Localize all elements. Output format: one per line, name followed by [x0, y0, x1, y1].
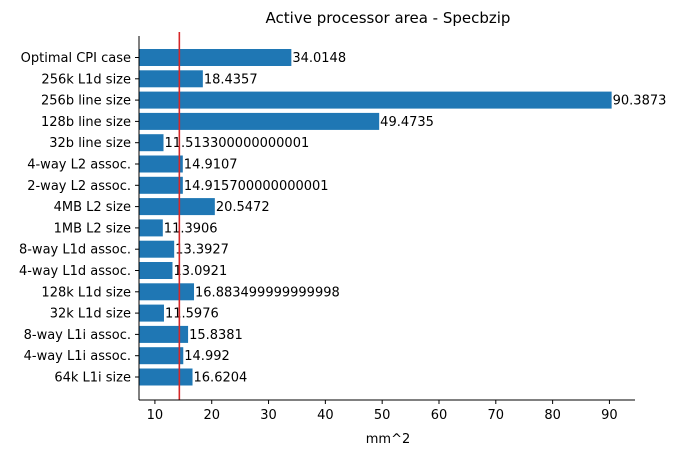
bar: [139, 91, 612, 109]
bar-value-label: 13.3927: [175, 243, 229, 258]
bar: [139, 49, 292, 66]
x-tick-label: 60: [431, 408, 448, 423]
bar: [139, 368, 193, 386]
bar: [139, 219, 163, 237]
axes-group: [138, 36, 635, 401]
bar: [139, 283, 195, 301]
bars-group: [139, 49, 612, 386]
bar: [139, 155, 183, 173]
x-tick-label: 70: [488, 408, 505, 423]
x-tick-label: 30: [260, 408, 277, 423]
y-tick-label: 8-way L1i assoc.: [24, 328, 131, 343]
bar: [139, 347, 184, 365]
y-tick-label: 4-way L2 assoc.: [27, 158, 131, 173]
bar-value-label: 18.4357: [204, 72, 258, 87]
x-tick-label: 40: [317, 408, 334, 423]
y-tick-label: 4-way L1d assoc.: [19, 264, 131, 279]
bar: [139, 198, 215, 216]
bar-value-label: 20.5472: [216, 200, 270, 215]
bar-value-label: 16.883499999999998: [195, 285, 340, 300]
y-tick-label: Optimal CPI case: [21, 51, 131, 66]
x-tick-label: 80: [544, 408, 561, 423]
y-tick-label: 4-way L1i assoc.: [24, 349, 131, 364]
bar-value-label: 15.8381: [189, 328, 243, 343]
value-labels-group: 34.0148 18.4357 90.3873 49.4735 11.513300000…: [164, 51, 667, 386]
bar-value-label: 90.3873: [613, 94, 667, 109]
y-tick-label: 1MB L2 size: [54, 221, 131, 236]
bar-value-label: 11.513300000000001: [165, 136, 310, 151]
y-ticks-group: Optimal CPI case 256k L1d size 256b line s…: [19, 51, 139, 386]
y-tick-label: 4MB L2 size: [54, 200, 131, 215]
bar-value-label: 11.3906: [164, 221, 218, 236]
y-tick-label: 32k L1d size: [50, 307, 131, 322]
bar-value-label: 34.0148: [292, 51, 346, 66]
bar-value-label: 14.9107: [184, 158, 238, 173]
x-tick-label: 90: [601, 408, 618, 423]
bar: [139, 134, 164, 152]
bar: [139, 325, 189, 343]
x-ticks-group: 10 20 30 40 50 60 70 80 90: [147, 400, 618, 423]
bar: [139, 70, 203, 88]
y-tick-label: 8-way L1d assoc.: [19, 243, 131, 258]
x-tick-label: 10: [147, 408, 164, 423]
y-tick-label: 128k L1d size: [41, 285, 131, 300]
y-tick-label: 64k L1i size: [54, 371, 131, 386]
bar: [139, 262, 173, 279]
y-tick-label: 256b line size: [41, 94, 131, 109]
bar-value-label: 14.915700000000001: [184, 179, 329, 194]
bar-value-label: 13.0921: [173, 264, 227, 279]
bar: [139, 176, 183, 194]
bar-value-label: 14.992: [184, 349, 230, 364]
bar: [139, 240, 175, 258]
x-axis-label: mm^2: [366, 432, 411, 447]
y-tick-label: 256k L1d size: [41, 72, 131, 87]
y-tick-label: 32b line size: [49, 136, 131, 151]
x-tick-label: 20: [203, 408, 220, 423]
y-tick-label: 128b line size: [41, 115, 131, 130]
y-tick-label: 2-way L2 assoc.: [27, 179, 131, 194]
chart-title: Active processor area - Specbzip: [266, 9, 511, 27]
bar-value-label: 49.4735: [380, 115, 434, 130]
x-tick-label: 50: [374, 408, 391, 423]
bar: [139, 304, 164, 322]
bar-value-label: 11.5976: [165, 307, 219, 322]
bar-value-label: 16.6204: [194, 371, 248, 386]
bar: [139, 112, 380, 130]
